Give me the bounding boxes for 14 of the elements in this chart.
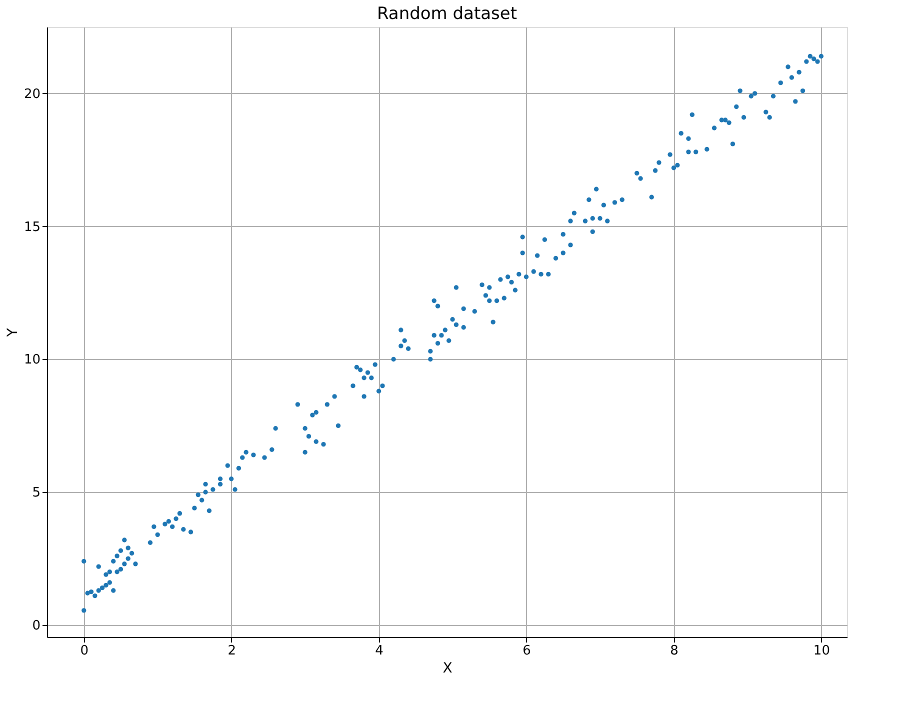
- chart-title: Random dataset: [376, 4, 518, 24]
- x-tick-label: 0: [80, 644, 89, 658]
- y-tick-label: 5: [32, 486, 40, 501]
- y-tick-label: 0: [32, 618, 40, 634]
- y-tick-label: 15: [24, 220, 40, 235]
- y-tick-label: 20: [24, 86, 40, 102]
- x-tick-label: 2: [228, 644, 236, 658]
- x-axis-title: X: [442, 660, 453, 676]
- x-tick-label: 6: [522, 644, 531, 658]
- y-axis-title: Y: [4, 328, 21, 338]
- x-tick-label: 4: [375, 644, 384, 658]
- x-tick-label: 10: [813, 644, 830, 658]
- y-tick-label: 10: [24, 352, 40, 368]
- x-tick-label: 8: [670, 644, 678, 658]
